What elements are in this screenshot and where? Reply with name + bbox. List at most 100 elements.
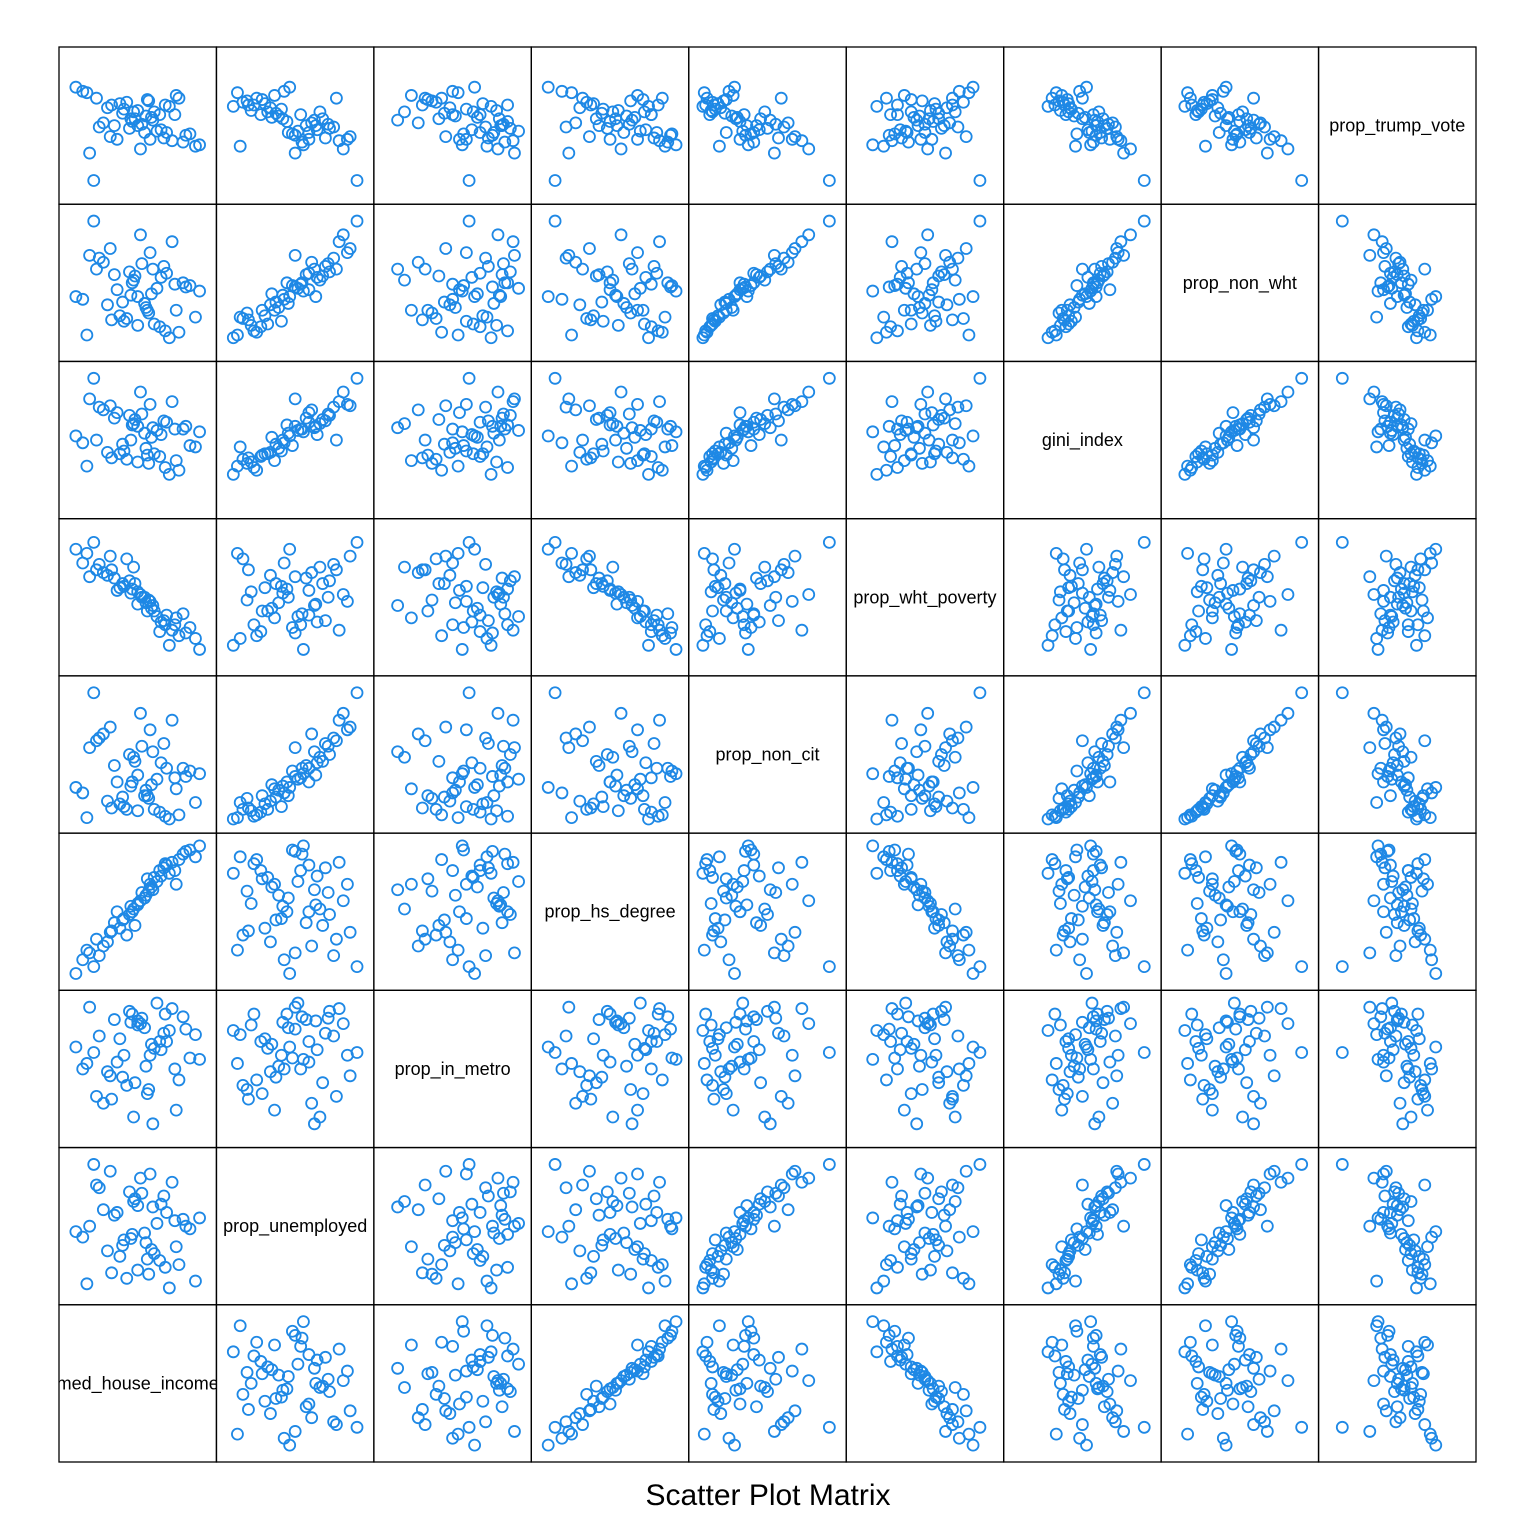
data-point xyxy=(331,1091,342,1102)
data-point xyxy=(492,387,503,398)
data-point xyxy=(284,544,295,555)
data-point xyxy=(1368,1018,1379,1029)
data-point xyxy=(309,884,320,895)
data-point xyxy=(1381,1166,1392,1177)
data-point xyxy=(406,879,417,890)
data-point xyxy=(751,1401,762,1412)
data-point xyxy=(1262,1002,1273,1013)
data-point xyxy=(635,998,646,1009)
data-point xyxy=(1244,860,1255,871)
data-point xyxy=(135,143,146,154)
panel-border xyxy=(374,361,531,518)
data-point xyxy=(929,1251,940,1262)
data-point xyxy=(1095,1036,1106,1047)
data-point xyxy=(1077,934,1088,945)
data-point xyxy=(88,537,99,548)
data-point xyxy=(1269,1070,1280,1081)
data-point xyxy=(1296,537,1307,548)
data-point xyxy=(1282,1375,1293,1386)
data-point xyxy=(491,1265,502,1276)
data-point xyxy=(469,1226,480,1237)
data-point xyxy=(550,175,561,186)
data-point xyxy=(950,1196,961,1207)
data-point xyxy=(1071,765,1082,776)
data-point xyxy=(497,917,508,928)
data-point xyxy=(121,313,132,324)
data-point xyxy=(1069,890,1080,901)
data-point xyxy=(632,724,643,735)
data-point xyxy=(646,1063,657,1074)
data-point xyxy=(776,1091,787,1102)
data-point xyxy=(1185,1074,1196,1085)
data-point xyxy=(453,548,464,559)
data-point xyxy=(885,1036,896,1047)
data-point xyxy=(312,871,323,882)
data-point xyxy=(440,131,451,142)
data-point xyxy=(577,735,588,746)
data-point xyxy=(570,1098,581,1109)
data-point xyxy=(469,782,480,793)
data-point xyxy=(566,329,577,340)
data-point xyxy=(513,876,524,887)
data-point xyxy=(940,148,951,159)
data-point xyxy=(433,270,444,281)
data-point xyxy=(1139,537,1150,548)
data-point xyxy=(574,796,585,807)
data-point xyxy=(616,1173,627,1184)
data-point xyxy=(1296,961,1307,972)
data-point xyxy=(121,1273,132,1284)
data-point xyxy=(789,551,800,562)
data-point xyxy=(265,936,276,947)
data-point xyxy=(112,1207,123,1218)
data-point xyxy=(906,804,917,815)
data-point xyxy=(906,790,917,801)
data-point xyxy=(714,141,725,152)
data-point xyxy=(1077,93,1088,104)
data-point xyxy=(306,1098,317,1109)
data-point xyxy=(1408,1050,1419,1061)
data-point xyxy=(1237,1111,1248,1122)
data-point xyxy=(947,435,958,446)
data-point xyxy=(729,544,740,555)
data-point xyxy=(1054,886,1065,897)
data-point xyxy=(1118,1221,1129,1232)
data-point xyxy=(178,1011,189,1022)
data-point xyxy=(803,895,814,906)
data-point xyxy=(450,597,461,608)
data-point xyxy=(1111,1070,1122,1081)
data-point xyxy=(1378,1398,1389,1409)
data-point xyxy=(1200,851,1211,862)
data-point xyxy=(1276,857,1287,868)
data-point xyxy=(248,619,259,630)
data-point xyxy=(492,143,503,154)
data-point xyxy=(543,430,554,441)
data-point xyxy=(584,551,595,562)
data-point xyxy=(1364,1426,1375,1437)
data-point xyxy=(1276,1003,1287,1014)
data-point xyxy=(1337,1047,1348,1058)
data-point xyxy=(301,917,312,928)
data-point xyxy=(803,1018,814,1029)
data-point xyxy=(121,930,132,941)
data-point xyxy=(453,461,464,472)
data-point xyxy=(714,633,725,644)
data-point xyxy=(556,294,567,305)
data-point xyxy=(1251,1352,1262,1363)
panel-border xyxy=(689,204,846,361)
data-point xyxy=(607,1111,618,1122)
data-point xyxy=(436,465,447,476)
data-point xyxy=(235,1320,246,1331)
data-point xyxy=(1049,1009,1060,1020)
data-point xyxy=(616,708,627,719)
data-point xyxy=(1043,868,1054,879)
data-point xyxy=(950,752,961,763)
data-point xyxy=(556,437,567,448)
data-point xyxy=(232,945,243,956)
data-point xyxy=(803,589,814,600)
data-point xyxy=(91,264,102,275)
data-point xyxy=(502,462,513,473)
data-point xyxy=(242,886,253,897)
data-point xyxy=(454,906,465,917)
data-point xyxy=(1371,441,1382,452)
data-point xyxy=(303,1398,314,1409)
